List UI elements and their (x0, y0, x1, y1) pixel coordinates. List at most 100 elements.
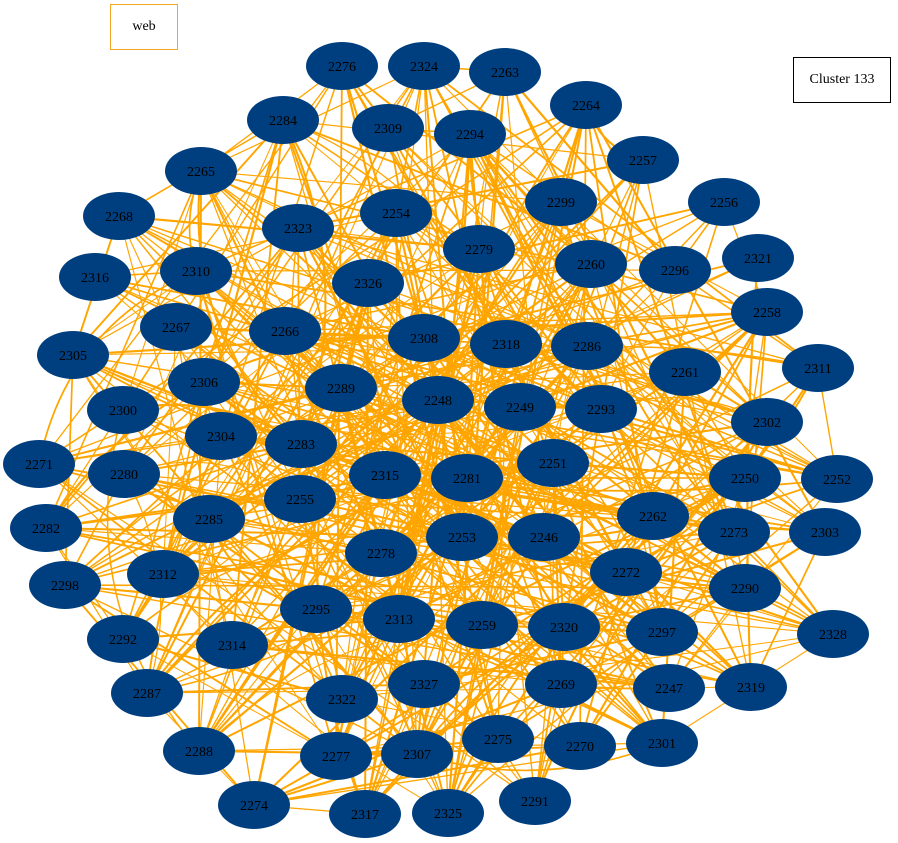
node-2327[interactable]: 2327 (388, 660, 460, 708)
node-2318[interactable]: 2318 (470, 320, 542, 368)
node-2258[interactable]: 2258 (731, 288, 803, 336)
node-2274[interactable]: 2274 (218, 781, 290, 829)
node-label: 2258 (753, 306, 781, 321)
node-2313[interactable]: 2313 (363, 595, 435, 643)
edge-2292-2322 (122, 638, 343, 700)
node-label: 2294 (456, 128, 484, 143)
node-shape (528, 603, 600, 651)
node-label: 2304 (207, 430, 235, 445)
node-2311[interactable]: 2311 (782, 344, 854, 392)
node-2279[interactable]: 2279 (443, 225, 515, 273)
node-2268[interactable]: 2268 (83, 192, 155, 240)
edge-2306-2281 (203, 381, 468, 479)
node-2272[interactable]: 2272 (590, 548, 662, 596)
node-2264[interactable]: 2264 (550, 81, 622, 129)
node-2247[interactable]: 2247 (633, 664, 705, 712)
node-2261[interactable]: 2261 (649, 348, 721, 396)
node-2285[interactable]: 2285 (173, 495, 245, 543)
node-2303[interactable]: 2303 (789, 508, 861, 556)
node-2282[interactable]: 2282 (10, 504, 82, 552)
node-2324[interactable]: 2324 (388, 42, 460, 90)
edge-2298-2307 (64, 584, 418, 755)
node-2256[interactable]: 2256 (688, 178, 760, 226)
edge-2289-2251 (340, 387, 554, 464)
node-2280[interactable]: 2280 (88, 450, 160, 498)
edge-2265-2283 (197, 170, 302, 445)
node-2319[interactable]: 2319 (715, 663, 787, 711)
node-2287[interactable]: 2287 (111, 669, 183, 717)
node-2302[interactable]: 2302 (731, 398, 803, 446)
node-2288[interactable]: 2288 (163, 727, 235, 775)
node-shape (388, 42, 460, 90)
node-2289[interactable]: 2289 (305, 364, 377, 412)
node-2305[interactable]: 2305 (37, 331, 109, 379)
node-2323[interactable]: 2323 (262, 204, 334, 252)
node-2325[interactable]: 2325 (412, 789, 484, 837)
node-2295[interactable]: 2295 (280, 585, 352, 633)
node-2292[interactable]: 2292 (87, 615, 159, 663)
node-2270[interactable]: 2270 (544, 722, 616, 770)
node-2254[interactable]: 2254 (360, 189, 432, 237)
node-2312[interactable]: 2312 (127, 550, 199, 598)
node-2252[interactable]: 2252 (801, 455, 873, 503)
node-2314[interactable]: 2314 (196, 621, 268, 669)
node-2269[interactable]: 2269 (525, 660, 597, 708)
node-2277[interactable]: 2277 (300, 732, 372, 780)
node-2304[interactable]: 2304 (185, 412, 257, 460)
node-shape (381, 730, 453, 778)
node-2291[interactable]: 2291 (499, 777, 571, 825)
node-shape (264, 475, 336, 523)
node-2284[interactable]: 2284 (247, 96, 319, 144)
node-2293[interactable]: 2293 (565, 385, 637, 433)
node-2267[interactable]: 2267 (140, 303, 212, 351)
node-2308[interactable]: 2308 (388, 314, 460, 362)
node-2262[interactable]: 2262 (617, 492, 689, 540)
node-2275[interactable]: 2275 (462, 715, 534, 763)
node-label: 2324 (410, 60, 438, 75)
node-2321[interactable]: 2321 (722, 234, 794, 282)
node-2296[interactable]: 2296 (639, 246, 711, 294)
node-2255[interactable]: 2255 (264, 475, 336, 523)
node-2263[interactable]: 2263 (469, 48, 541, 96)
node-2246[interactable]: 2246 (508, 513, 580, 561)
node-2249[interactable]: 2249 (484, 383, 556, 431)
node-2266[interactable]: 2266 (249, 307, 321, 355)
node-2306[interactable]: 2306 (168, 358, 240, 406)
node-2251[interactable]: 2251 (517, 439, 589, 487)
edge-2260-2266 (284, 263, 592, 332)
node-2259[interactable]: 2259 (446, 601, 518, 649)
node-2315[interactable]: 2315 (349, 451, 421, 499)
node-2290[interactable]: 2290 (709, 564, 781, 612)
node-2265[interactable]: 2265 (165, 147, 237, 195)
node-2328[interactable]: 2328 (797, 610, 869, 658)
node-2301[interactable]: 2301 (626, 719, 698, 767)
node-2316[interactable]: 2316 (59, 253, 131, 301)
node-2307[interactable]: 2307 (381, 730, 453, 778)
node-2298[interactable]: 2298 (29, 561, 101, 609)
node-2253[interactable]: 2253 (426, 513, 498, 561)
node-2309[interactable]: 2309 (352, 104, 424, 152)
node-2310[interactable]: 2310 (160, 247, 232, 295)
node-2250[interactable]: 2250 (709, 454, 781, 502)
node-2281[interactable]: 2281 (431, 454, 503, 502)
node-2297[interactable]: 2297 (626, 608, 698, 656)
node-2317[interactable]: 2317 (329, 790, 401, 838)
node-2286[interactable]: 2286 (551, 322, 623, 370)
edge-2264-2297 (585, 104, 663, 633)
node-2294[interactable]: 2294 (434, 110, 506, 158)
node-2322[interactable]: 2322 (306, 675, 378, 723)
node-label: 2303 (811, 526, 839, 541)
node-2271[interactable]: 2271 (3, 440, 75, 488)
node-shape (626, 719, 698, 767)
node-2248[interactable]: 2248 (402, 376, 474, 424)
node-2326[interactable]: 2326 (332, 259, 404, 307)
node-2257[interactable]: 2257 (607, 136, 679, 184)
node-2300[interactable]: 2300 (87, 386, 159, 434)
node-2320[interactable]: 2320 (528, 603, 600, 651)
node-2273[interactable]: 2273 (698, 508, 770, 556)
node-2278[interactable]: 2278 (345, 529, 417, 577)
node-2299[interactable]: 2299 (525, 178, 597, 226)
node-2276[interactable]: 2276 (306, 42, 378, 90)
node-2283[interactable]: 2283 (265, 420, 337, 468)
node-2260[interactable]: 2260 (555, 240, 627, 288)
